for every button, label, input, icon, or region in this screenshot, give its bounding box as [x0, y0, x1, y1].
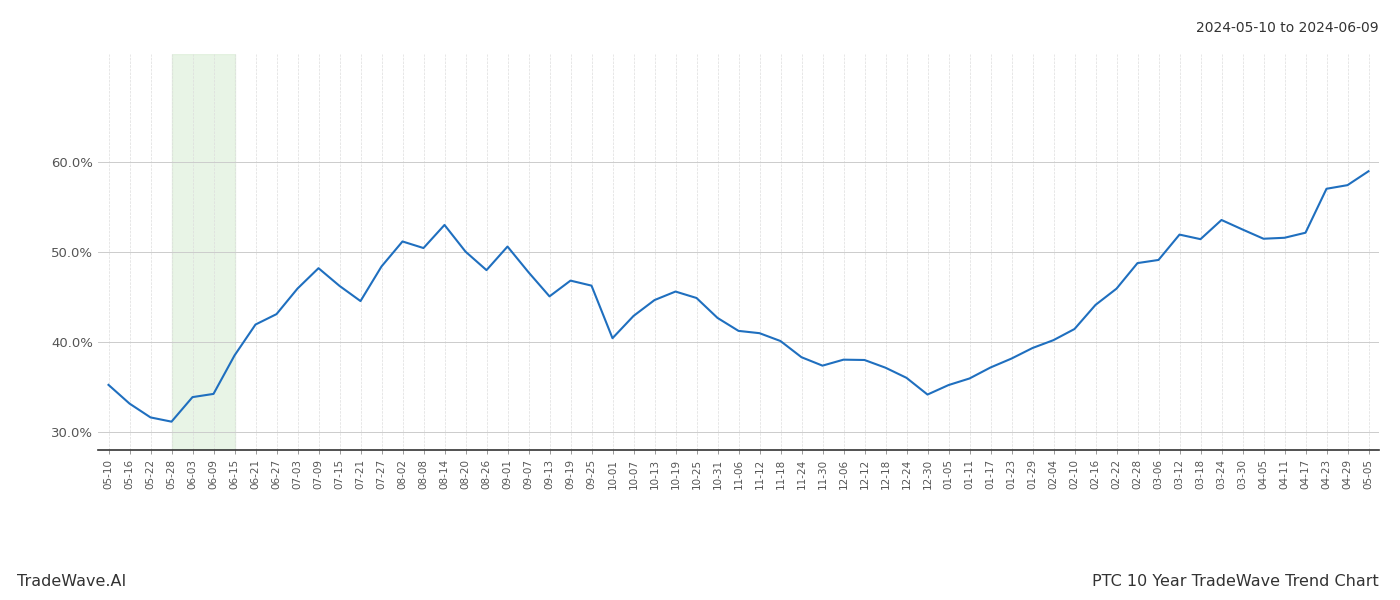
Text: PTC 10 Year TradeWave Trend Chart: PTC 10 Year TradeWave Trend Chart	[1092, 574, 1379, 589]
Text: TradeWave.AI: TradeWave.AI	[17, 574, 126, 589]
Bar	[172, 54, 235, 450]
Text: 2024-05-10 to 2024-06-09: 2024-05-10 to 2024-06-09	[1197, 21, 1379, 35]
